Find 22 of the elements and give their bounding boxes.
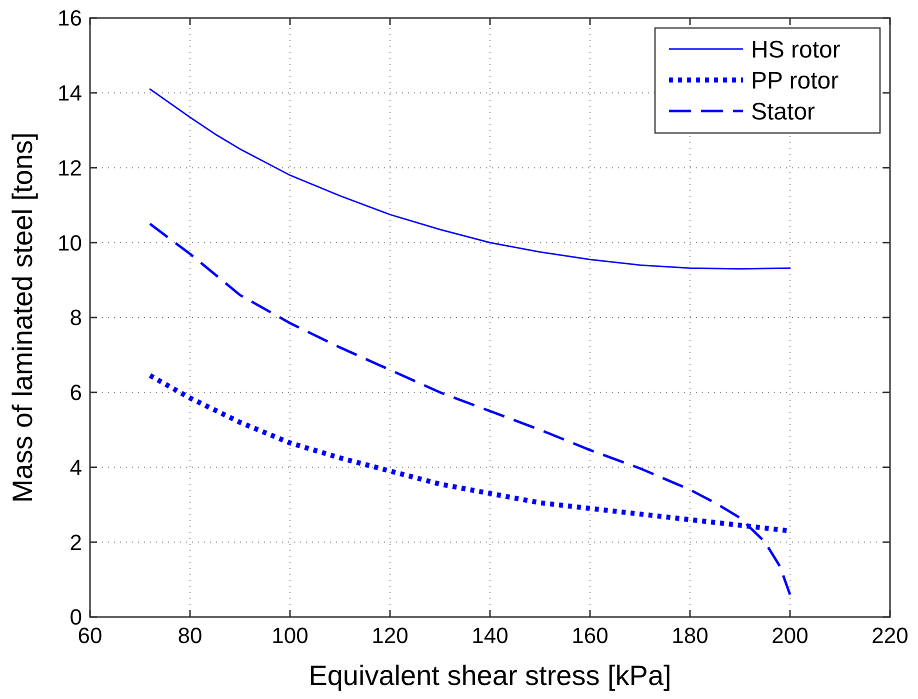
y-tick-label: 14 [58,80,82,106]
x-tick-label: 180 [672,623,708,648]
x-tick-label: 140 [472,623,508,648]
y-tick-label: 10 [58,230,82,256]
y-tick-label: 2 [70,530,82,555]
legend-label: PP rotor [751,67,839,94]
line-series [148,222,792,596]
x-tick-label: 200 [772,623,808,648]
x-axis-title: Equivalent shear stress [kPa] [308,660,672,691]
x-tick-label: 120 [372,623,408,648]
x-tick-label: 160 [572,623,608,648]
y-tick-label: 4 [70,454,82,480]
y-tick-label: 8 [70,305,82,330]
y-tick-label: 6 [70,380,82,406]
y-tick-label: 16 [58,6,82,31]
y-axis-title: Mass of laminated steel [tons] [7,132,38,503]
x-tick-label: 100 [272,623,308,648]
legend-label: Stator [751,98,816,126]
x-tick-label: 80 [178,623,202,648]
y-tick-label: 12 [58,155,82,180]
x-tick-label: 220 [872,623,908,648]
legend-label: HS rotor [751,36,840,64]
